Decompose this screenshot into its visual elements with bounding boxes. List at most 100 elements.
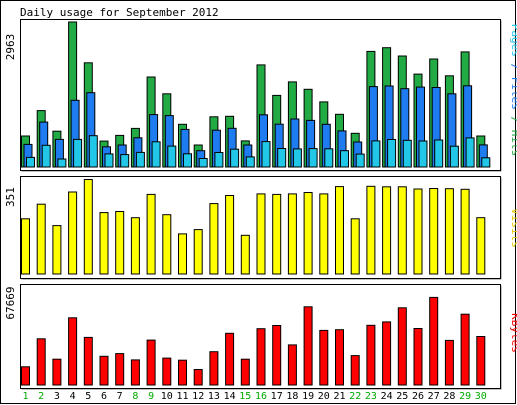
- bar-visits-day-29: [460, 188, 470, 275]
- bar-kbytes-day-27: [429, 296, 439, 386]
- day-label-26: 26: [412, 391, 424, 402]
- bar-pages-day-25: [402, 139, 412, 168]
- bar-kbytes-day-12: [193, 369, 203, 386]
- bar-kbytes-day-18: [287, 344, 297, 386]
- bar-kbytes-day-19: [303, 306, 313, 386]
- bar-kbytes-day-1: [21, 366, 30, 386]
- bar-pages-day-21: [340, 150, 349, 168]
- bar-visits-day-10: [162, 214, 172, 275]
- bar-kbytes-day-2: [36, 338, 46, 386]
- bar-kbytes-day-21: [335, 329, 344, 386]
- bar-pages-day-6: [104, 153, 114, 168]
- bar-visits-day-17: [272, 193, 282, 275]
- bar-visits-day-15: [240, 234, 250, 275]
- bar-pages-day-23: [371, 140, 381, 168]
- day-label-8: 8: [132, 391, 138, 402]
- bar-pages-day-26: [418, 140, 428, 168]
- bar-pages-day-1: [26, 156, 35, 168]
- bar-kbytes-day-7: [115, 353, 125, 386]
- kbytes-panel-max-label: 67669: [4, 286, 17, 319]
- day-label-24: 24: [381, 391, 393, 402]
- bar-kbytes-day-30: [476, 336, 486, 386]
- bar-visits-day-1: [21, 218, 30, 275]
- bar-visits-day-24: [382, 186, 392, 275]
- legend-pages: Pages: [509, 24, 517, 57]
- day-label-4: 4: [70, 391, 76, 402]
- bar-visits-day-6: [99, 212, 109, 275]
- bar-pages-day-15: [245, 156, 255, 168]
- hits-panel-max-label: 2963: [4, 34, 17, 61]
- legend-files: Files: [509, 77, 517, 110]
- day-label-1: 1: [22, 391, 28, 402]
- bar-visits-day-19: [303, 192, 313, 275]
- day-label-5: 5: [85, 391, 91, 402]
- day-label-7: 7: [117, 391, 123, 402]
- bar-visits-day-23: [366, 185, 376, 275]
- bar-visits-day-21: [335, 186, 344, 275]
- day-label-6: 6: [101, 391, 107, 402]
- bar-pages-day-28: [449, 145, 459, 168]
- bar-pages-day-13: [214, 152, 224, 168]
- day-label-15: 15: [239, 391, 251, 402]
- legend-hits: Hits: [509, 130, 517, 157]
- bar-kbytes-day-4: [68, 317, 78, 386]
- bar-kbytes-day-28: [444, 339, 454, 386]
- bar-visits-day-13: [209, 203, 219, 275]
- bar-visits-day-9: [146, 193, 156, 275]
- bar-visits-day-12: [193, 229, 203, 275]
- bar-kbytes-day-26: [413, 328, 423, 386]
- bar-pages-day-4: [73, 138, 83, 168]
- bar-pages-day-16: [261, 141, 271, 168]
- bar-pages-day-10: [167, 145, 177, 168]
- legend-visits: Visits: [509, 208, 517, 248]
- bars-layer: [21, 21, 491, 386]
- bar-visits-day-4: [68, 191, 78, 275]
- bar-pages-day-24: [387, 139, 397, 168]
- bar-visits-day-7: [115, 211, 125, 275]
- bar-pages-day-5: [88, 135, 98, 168]
- bar-kbytes-day-16: [256, 328, 266, 386]
- bar-kbytes-day-25: [397, 307, 407, 386]
- bar-visits-day-5: [83, 179, 93, 275]
- visits-panel-max-label: 351: [4, 187, 17, 207]
- bar-kbytes-day-17: [272, 325, 282, 386]
- legend-separator-1: /: [509, 57, 517, 77]
- legend-separator-2: /: [509, 110, 517, 130]
- day-label-25: 25: [396, 391, 408, 402]
- bar-kbytes-day-9: [146, 339, 156, 386]
- day-label-23: 23: [365, 391, 377, 402]
- bar-pages-day-29: [465, 137, 475, 168]
- day-label-14: 14: [224, 391, 236, 402]
- bar-kbytes-day-5: [83, 336, 93, 386]
- bar-pages-day-27: [434, 139, 444, 168]
- bar-visits-day-25: [397, 186, 407, 275]
- bar-pages-day-19: [308, 148, 318, 168]
- bar-visits-day-28: [444, 188, 454, 275]
- bar-visits-day-8: [130, 217, 140, 275]
- bar-visits-day-30: [476, 217, 486, 275]
- day-label-28: 28: [443, 391, 455, 402]
- bar-kbytes-day-15: [240, 358, 250, 386]
- bar-pages-day-11: [183, 153, 192, 168]
- bar-visits-day-27: [429, 188, 439, 275]
- day-label-12: 12: [192, 391, 204, 402]
- bar-visits-day-14: [225, 195, 235, 275]
- bar-kbytes-day-13: [209, 351, 219, 386]
- day-label-3: 3: [54, 391, 60, 402]
- day-label-2: 2: [38, 391, 44, 402]
- bar-pages-day-22: [355, 153, 365, 168]
- bar-visits-day-16: [256, 193, 266, 275]
- day-label-27: 27: [428, 391, 440, 402]
- legend-kbytes: KBytes: [509, 313, 517, 353]
- day-label-20: 20: [318, 391, 330, 402]
- bar-kbytes-day-24: [382, 321, 392, 386]
- bar-pages-day-20: [324, 148, 334, 168]
- bar-kbytes-day-20: [319, 329, 329, 386]
- bar-pages-day-8: [135, 151, 145, 168]
- bar-kbytes-day-22: [350, 355, 360, 386]
- bar-visits-day-18: [287, 193, 297, 275]
- hits-panel-legend: Pages / Files / Hits: [509, 24, 517, 157]
- bar-pages-day-2: [41, 144, 51, 168]
- day-label-18: 18: [286, 391, 298, 402]
- bar-visits-day-26: [413, 188, 423, 275]
